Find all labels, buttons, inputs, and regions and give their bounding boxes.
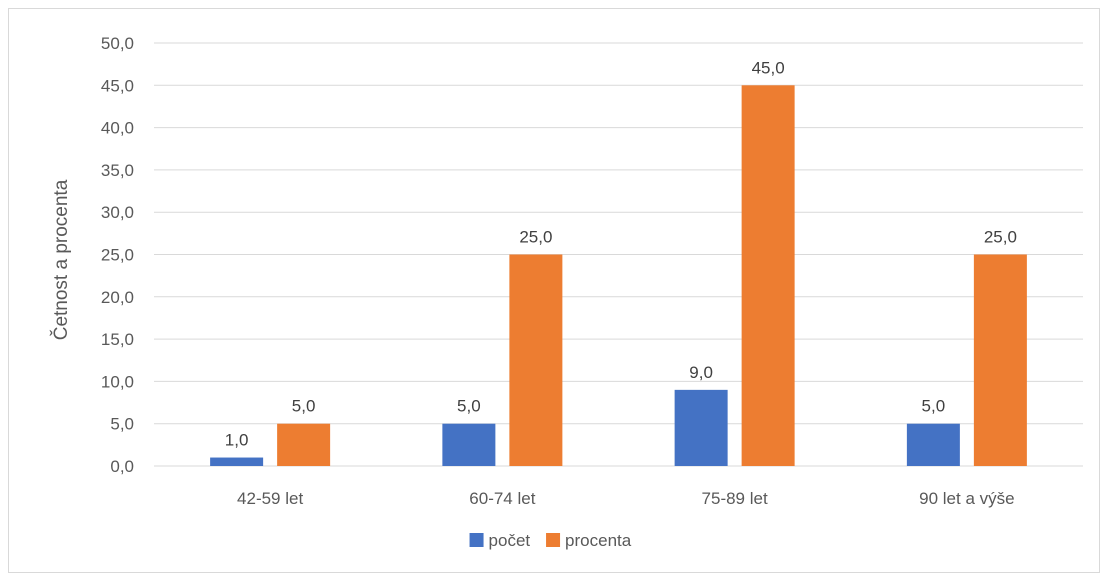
y-tick-label: 25,0 (101, 246, 134, 265)
y-tick-label: 30,0 (101, 203, 134, 222)
bar-procenta-2 (509, 254, 563, 466)
x-axis-categories: 42-59 let 60-74 let 75-89 let 90 let a výše (237, 489, 1015, 508)
bar-počet-4 (906, 423, 960, 466)
y-tick-label: 0,0 (110, 457, 134, 476)
x-category-label: 42-59 let (237, 489, 303, 508)
y-tick-label: 40,0 (101, 119, 134, 138)
data-label: 25,0 (519, 228, 552, 247)
data-label: 25,0 (984, 228, 1017, 247)
data-label: 9,0 (689, 363, 713, 382)
data-labels: 1,0 5,0 5,0 25,0 9,0 45,0 5,0 25,0 (225, 58, 1017, 449)
x-category-label: 90 let a výše (919, 489, 1014, 508)
y-tick-label: 5,0 (110, 415, 134, 434)
data-label: 5,0 (292, 397, 316, 416)
x-category-label: 60-74 let (469, 489, 535, 508)
bar-počet-3 (674, 389, 728, 466)
y-tick-label: 15,0 (101, 330, 134, 349)
y-tick-label: 45,0 (101, 76, 134, 95)
legend-swatch-procenta (546, 533, 561, 547)
bars (210, 85, 1027, 467)
data-label: 1,0 (225, 431, 249, 450)
legend: počet procenta (469, 531, 632, 550)
data-label: 5,0 (457, 397, 481, 416)
y-axis-ticks: 0,0 5,0 10,0 15,0 20,0 25,0 30,0 35,0 40,0 45,0 50… (101, 34, 134, 476)
data-label: 5,0 (922, 397, 946, 416)
y-tick-label: 50,0 (101, 34, 134, 53)
bar-chart: 0,0 5,0 10,0 15,0 20,0 25,0 30,0 35,0 40,0 45,0 50… (50, 34, 1083, 550)
legend-label: počet (489, 531, 531, 550)
x-category-label: 75-89 let (702, 489, 768, 508)
chart-area: 0,0 5,0 10,0 15,0 20,0 25,0 30,0 35,0 40,0 45,0 50… (8, 8, 1100, 573)
legend-swatch-počet (469, 533, 484, 547)
y-tick-label: 10,0 (101, 372, 134, 391)
bar-procenta-1 (277, 423, 331, 466)
bar-procenta-4 (973, 254, 1027, 466)
y-tick-label: 20,0 (101, 288, 134, 307)
data-label: 45,0 (752, 58, 785, 77)
bar-procenta-3 (741, 85, 795, 467)
legend-label: procenta (565, 531, 632, 550)
y-axis-title: Četnost a procenta (50, 179, 72, 340)
bar-počet-1 (210, 457, 264, 466)
bar-počet-2 (442, 423, 496, 466)
y-tick-label: 35,0 (101, 161, 134, 180)
